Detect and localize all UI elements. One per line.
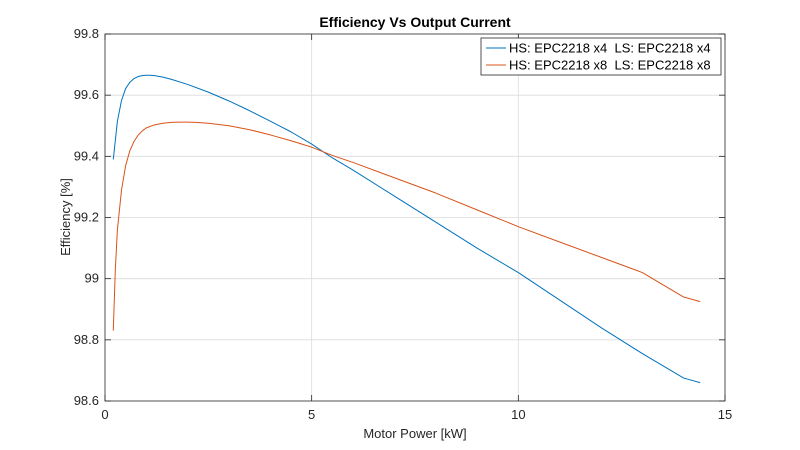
y-tick-label: 98.8 [74, 332, 99, 347]
y-tick-label: 99.8 [74, 26, 99, 41]
legend: HS: EPC2218 x4 LS: EPC2218 x4 HS: EPC2218… [480, 37, 722, 76]
y-axis-label: Efficiency [%] [58, 178, 73, 256]
x-tick-label: 5 [308, 407, 315, 422]
chart-title: Efficiency Vs Output Current [319, 14, 511, 30]
x-tick-label: 15 [718, 407, 732, 422]
series-line-1 [112, 74, 701, 384]
grid-lines [105, 34, 725, 401]
legend-label-1: HS: EPC2218 x4 LS: EPC2218 x4 [509, 41, 711, 56]
x-tick-label: 10 [511, 407, 525, 422]
y-tick-label: 99.4 [74, 148, 99, 163]
y-tick-label: 99.2 [74, 210, 99, 225]
y-tick-label: 99 [85, 271, 99, 286]
series-line-2 [112, 121, 701, 331]
legend-box [480, 37, 722, 76]
y-tick-label: 99.6 [74, 87, 99, 102]
series-lines [112, 74, 701, 384]
legend-label-2: HS: EPC2218 x8 LS: EPC2218 x8 [509, 58, 711, 73]
x-tick-label: 0 [101, 407, 108, 422]
x-axis-label: Motor Power [kW] [363, 426, 466, 441]
y-tick-label: 98.6 [74, 393, 99, 408]
